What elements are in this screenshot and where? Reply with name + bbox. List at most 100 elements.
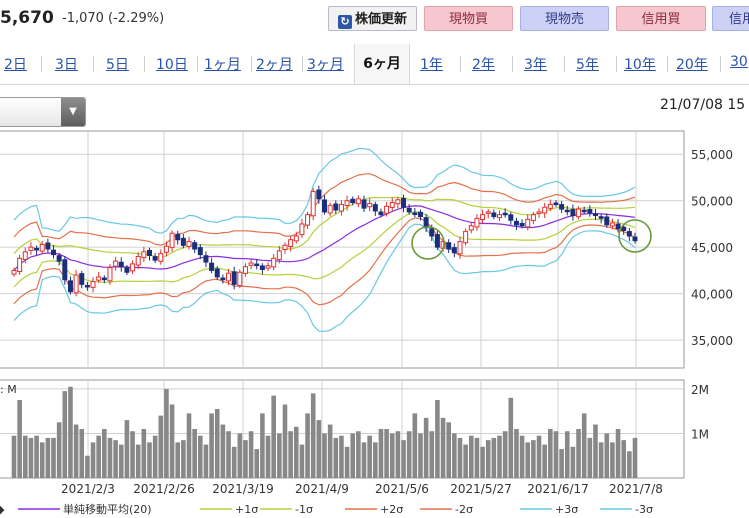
candle-body xyxy=(39,243,45,252)
tab-3y[interactable]: 3年 xyxy=(524,57,547,73)
volume-bar xyxy=(118,444,124,478)
legend-lead: ◆ xyxy=(0,503,5,516)
volume-bar xyxy=(474,437,480,478)
volume-bar xyxy=(79,429,85,478)
candle-body xyxy=(214,268,220,278)
volume-bar xyxy=(34,435,39,478)
tab-divider xyxy=(667,56,668,72)
volume-bar xyxy=(497,435,502,478)
volume-bar xyxy=(576,429,581,478)
tab-1m[interactable]: 1ヶ月 xyxy=(204,57,241,73)
volume-bar xyxy=(237,433,243,478)
candle-body xyxy=(474,217,480,228)
candle-body xyxy=(17,257,23,273)
candle-body xyxy=(530,214,536,221)
tab-5d[interactable]: 5日 xyxy=(106,57,129,73)
cash-sell-button[interactable]: 現物売 xyxy=(520,6,609,31)
price-tick-label: 35,000 xyxy=(691,334,733,348)
candle-body xyxy=(175,233,181,241)
tab-2y[interactable]: 2年 xyxy=(472,57,495,73)
candle-body xyxy=(254,263,260,267)
candle-body xyxy=(615,223,621,230)
volume-bar xyxy=(85,455,90,478)
margin-buy-button[interactable]: 信用買 xyxy=(616,6,706,31)
volume-bar xyxy=(62,391,68,478)
tab-10d[interactable]: 10日 xyxy=(156,57,188,73)
volume-bar xyxy=(542,444,547,478)
volume-bar xyxy=(559,449,564,478)
tab-20y[interactable]: 20年 xyxy=(676,57,708,73)
candle-body xyxy=(135,255,141,266)
candle-body xyxy=(276,250,282,260)
volume-bar xyxy=(519,435,525,478)
volume-bar xyxy=(553,431,559,478)
volume-bar xyxy=(186,413,192,478)
band-plus-2sigma xyxy=(13,173,636,246)
legend-label: +2σ xyxy=(380,503,403,516)
tab-3d[interactable]: 3日 xyxy=(55,57,78,73)
volume-bar xyxy=(593,424,598,478)
candle-body xyxy=(322,199,327,213)
volume-bar xyxy=(113,440,118,478)
sma20-line xyxy=(13,205,636,271)
candle-body xyxy=(576,208,582,218)
volume-bar xyxy=(158,415,164,478)
tab-divider xyxy=(302,56,303,72)
volume-bar xyxy=(175,442,181,478)
legend-label: -1σ xyxy=(295,503,313,516)
volume-bar xyxy=(406,431,412,478)
volume-bar xyxy=(632,437,638,478)
volume-bar xyxy=(480,446,485,478)
x-tick-label: 2021/2/3 xyxy=(61,482,115,496)
candle-body xyxy=(299,223,305,236)
margin-sell-button[interactable]: 信用 xyxy=(712,6,749,31)
x-tick-label: 2021/7/8 xyxy=(609,482,663,496)
x-tick-label: 2021/3/19 xyxy=(212,482,274,496)
candle-body xyxy=(395,199,401,205)
candle-body xyxy=(259,265,265,270)
candle-body xyxy=(451,247,457,254)
tab-2d[interactable]: 2日 xyxy=(4,57,27,73)
candle-body xyxy=(592,213,598,217)
candle-body xyxy=(519,222,525,227)
volume-bar xyxy=(384,429,389,478)
price-tick-label: 55,000 xyxy=(691,148,733,162)
candle-body xyxy=(327,204,333,214)
volume-bar xyxy=(45,437,51,478)
volume-bar xyxy=(11,435,17,478)
tab-2m[interactable]: 2ヶ月 xyxy=(256,57,293,73)
volume-bar xyxy=(214,408,220,478)
volume-bar xyxy=(502,431,508,478)
volume-bar xyxy=(350,433,356,478)
cash-buy-button[interactable]: 現物買 xyxy=(424,6,513,31)
x-tick-label: 2021/4/9 xyxy=(295,482,349,496)
volume-bar xyxy=(124,420,130,478)
tab-5y[interactable]: 5年 xyxy=(576,57,599,73)
candle-body xyxy=(305,214,311,226)
tab-1y[interactable]: 1年 xyxy=(420,57,443,73)
volume-bar xyxy=(254,449,260,478)
candle-body xyxy=(180,237,186,246)
candle-body xyxy=(372,204,378,212)
refresh-quote-button[interactable]: ↻ 株価更新 xyxy=(328,6,417,31)
volume-bar xyxy=(107,437,113,478)
tab-30y[interactable]: 30 xyxy=(730,54,748,70)
volume-bar xyxy=(265,435,271,478)
volume-bar xyxy=(293,426,299,478)
tab-10y[interactable]: 10年 xyxy=(624,57,656,73)
candle-body xyxy=(169,232,175,248)
band-minus-1sigma xyxy=(13,211,636,288)
tab-3m[interactable]: 3ヶ月 xyxy=(307,57,344,73)
candle-body xyxy=(62,259,68,281)
volume-bar xyxy=(181,440,186,478)
volume-bar xyxy=(531,440,536,478)
volume-bar xyxy=(440,417,446,478)
candle-body xyxy=(559,204,565,210)
candle-body xyxy=(513,220,519,226)
candle-body xyxy=(350,198,356,204)
candle-body xyxy=(96,276,102,281)
candle-body xyxy=(621,226,627,231)
candle-body xyxy=(310,190,316,217)
tab-6m[interactable]: 6ヶ月 xyxy=(354,44,410,84)
indicator-select[interactable]: ▼ xyxy=(0,97,86,127)
